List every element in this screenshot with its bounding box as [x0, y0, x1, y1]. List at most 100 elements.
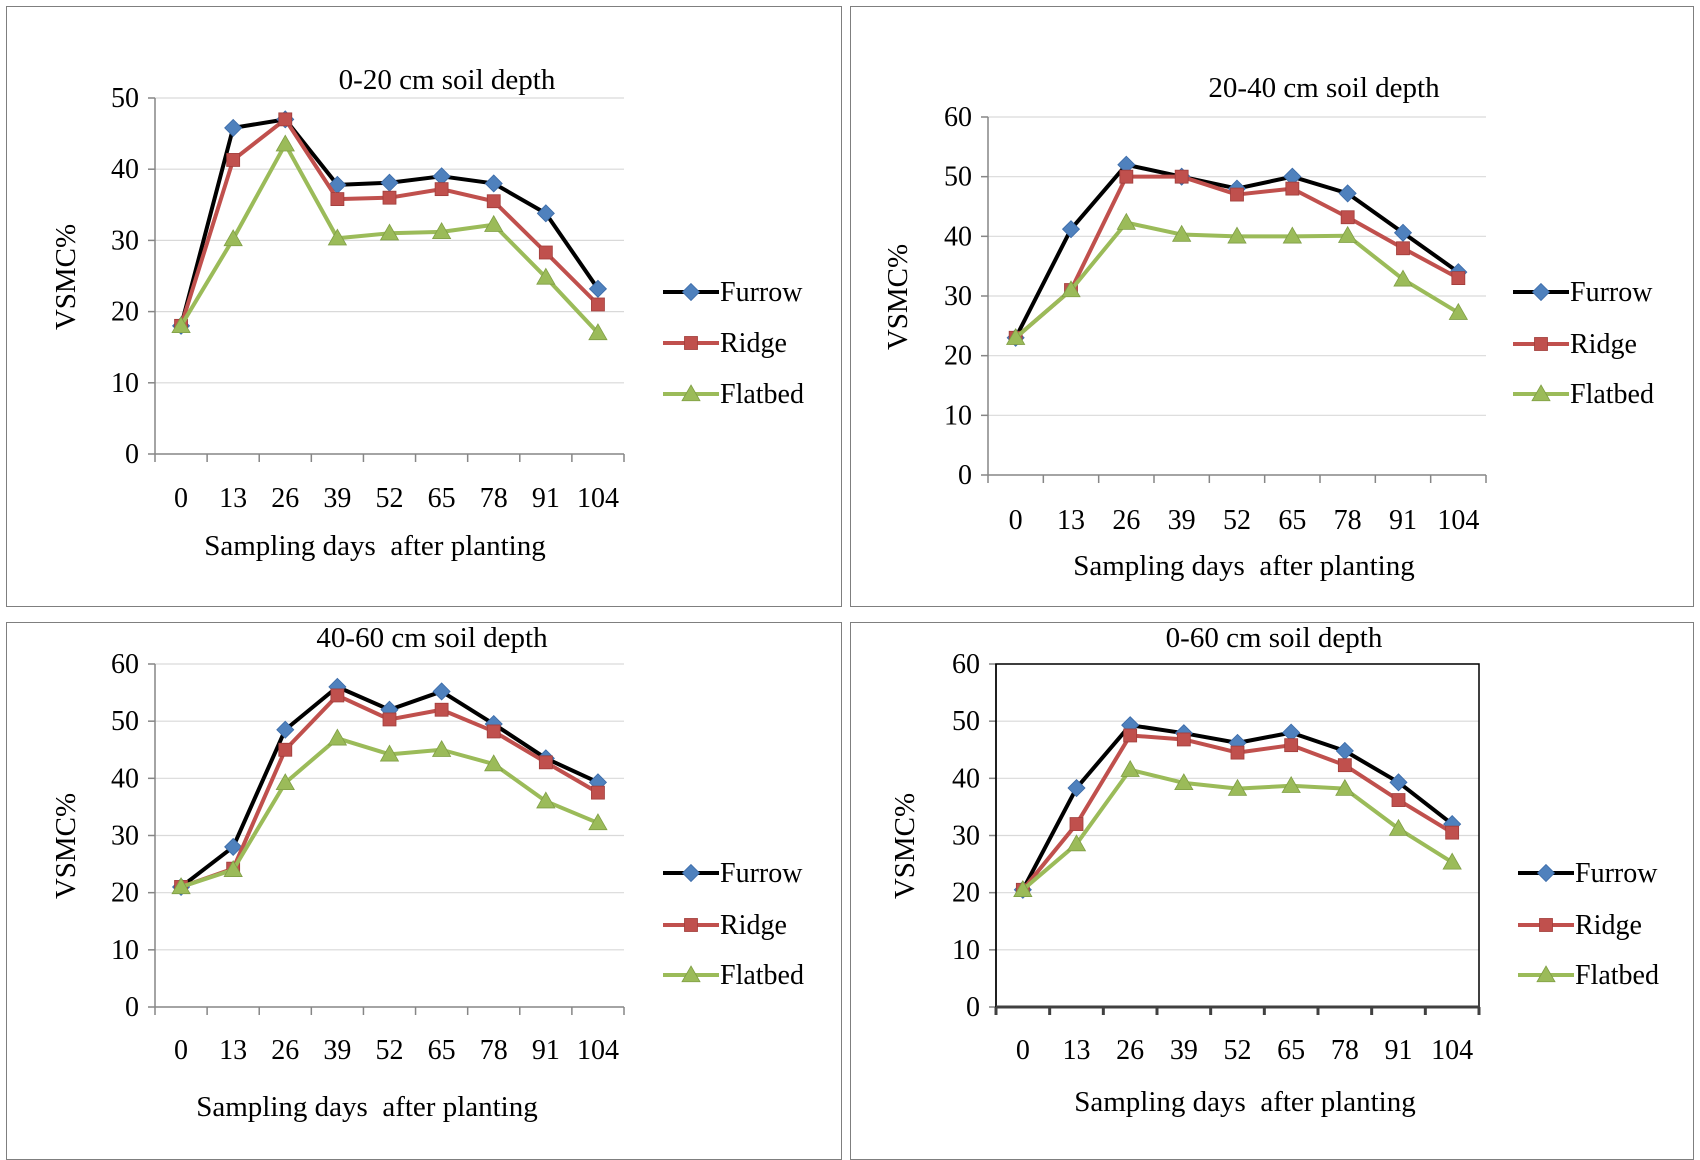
x-tick-label: 104 — [1431, 1035, 1473, 1066]
chart-title: 40-60 cm soil depth — [316, 623, 548, 654]
data-point-3 — [1174, 773, 1194, 791]
legend-item: Ridge — [1518, 910, 1642, 941]
data-point-1 — [224, 837, 243, 856]
data-point-5 — [434, 702, 449, 717]
chart-panel-0-20cm: 0-20 cm soil depth 0 10 20 30 40 50 0 13 26 39 52 65… — [6, 6, 842, 607]
data-point-1 — [1061, 280, 1081, 298]
data-point-1 — [1066, 834, 1087, 852]
legend-label: Furrow — [720, 277, 803, 308]
legend-label: Ridge — [1575, 910, 1642, 941]
x-tick-label: 52 — [376, 483, 404, 514]
legend-label: Ridge — [1570, 329, 1637, 360]
legend-item: Furrow — [663, 858, 803, 889]
data-point-4 — [1227, 226, 1247, 244]
data-point-4 — [1230, 187, 1244, 202]
legend-label: Furrow — [1575, 858, 1658, 889]
data-point-1 — [1061, 220, 1081, 239]
legend-label: Flatbed — [720, 960, 804, 991]
x-tick-label: 91 — [532, 483, 560, 514]
data-point-5 — [431, 739, 452, 757]
data-point-6 — [484, 754, 504, 772]
y-axis-label: VSMC% — [882, 244, 914, 350]
chart-title: 0-20 cm soil depth — [339, 64, 556, 96]
data-point-6 — [486, 724, 501, 739]
legend-item: Flatbed — [1518, 960, 1659, 991]
data-point-2 — [278, 112, 293, 127]
data-point-4 — [1227, 778, 1248, 796]
data-point-3 — [330, 688, 345, 703]
legend-item: Furrow — [663, 277, 803, 308]
series-flatbed — [1005, 212, 1469, 345]
data-point-1 — [1069, 817, 1084, 831]
series-ridge — [1015, 728, 1460, 897]
data-point-7 — [536, 204, 555, 223]
x-tick-label: 13 — [219, 483, 247, 514]
data-point-legend — [681, 863, 701, 883]
data-point-8 — [588, 323, 608, 341]
data-point-3 — [1176, 732, 1191, 747]
data-point-6 — [1337, 758, 1352, 773]
data-point-3 — [330, 192, 345, 207]
data-point-3 — [1174, 169, 1189, 184]
x-tick-label: 13 — [1057, 505, 1085, 536]
legend: Furrow Ridge Flatbed — [1513, 277, 1654, 410]
data-point-8 — [591, 297, 605, 312]
x-tick-label: 52 — [376, 1035, 404, 1066]
series-furrow — [1013, 716, 1462, 899]
data-point-5 — [1281, 775, 1301, 793]
data-point-4 — [379, 223, 400, 241]
data-point-7 — [536, 267, 556, 285]
x-tick-label: 65 — [428, 1035, 456, 1066]
data-point-6 — [484, 214, 504, 232]
legend-item: Ridge — [1513, 329, 1637, 360]
data-point-2 — [1119, 169, 1134, 184]
series-ridge — [1008, 169, 1466, 345]
data-point-legend — [1531, 384, 1551, 402]
legend-item: Flatbed — [1513, 379, 1654, 410]
y-tick-label: 30 — [111, 821, 139, 852]
data-point-1 — [223, 859, 243, 877]
chart-panel-40-60cm: 40-60 cm soil depth 0 10 20 30 40 50 60 0 13 26 39 5… — [6, 622, 842, 1160]
legend-item: Ridge — [663, 328, 787, 359]
x-tick-label: 0 — [174, 1035, 188, 1066]
data-point-7 — [536, 791, 556, 809]
x-tick-label: 13 — [219, 1035, 247, 1066]
x-tick-label: 26 — [1112, 505, 1140, 536]
series-flatbed — [1013, 759, 1462, 897]
y-tick-label: 40 — [111, 154, 139, 185]
y-axis-label: VSMC% — [889, 793, 921, 899]
x-tick-label: 39 — [323, 1035, 351, 1066]
data-point-2 — [1123, 728, 1138, 743]
x-tick-label: 0 — [1016, 1035, 1030, 1066]
y-tick-label: 20 — [944, 341, 972, 372]
chart-svg: 0-60 cm soil depth 0 10 20 30 40 50 60 0 13 26 39 52… — [889, 623, 1659, 1118]
data-point-legend — [1531, 282, 1551, 302]
data-point-7 — [1391, 793, 1406, 807]
x-tick-label: 39 — [323, 483, 351, 514]
data-point-1 — [226, 153, 241, 167]
data-point-4 — [379, 744, 400, 762]
chart-svg: 40-60 cm soil depth 0 10 20 30 40 50 60 0 13 26 39 5… — [50, 623, 804, 1123]
data-point-4 — [1230, 745, 1245, 760]
chart-svg: 20-40 cm soil depth 0 10 20 30 40 50 60 0 13 26 39 5… — [882, 72, 1654, 582]
series-flatbed — [171, 134, 608, 341]
data-point-7 — [1388, 818, 1409, 836]
x-axis-label: Sampling days after planting — [196, 1091, 538, 1123]
data-point-5 — [431, 222, 452, 240]
data-point-2 — [1120, 759, 1140, 777]
data-point-2 — [275, 773, 295, 791]
y-tick-label: 50 — [952, 706, 980, 737]
chart-title: 0-60 cm soil depth — [1166, 623, 1383, 654]
series-ridge — [174, 112, 605, 333]
legend-label: Flatbed — [720, 379, 804, 410]
y-tick-label: 30 — [944, 281, 972, 312]
data-point-legend — [684, 918, 698, 932]
data-point-0 — [1005, 327, 1026, 345]
data-point-legend — [681, 384, 701, 402]
x-tick-label: 104 — [1437, 505, 1479, 536]
series-flatbed — [171, 728, 608, 895]
x-axis-label: Sampling days after planting — [1073, 550, 1415, 582]
y-tick-label: 20 — [952, 878, 980, 909]
data-point-5 — [1282, 226, 1303, 244]
x-tick-label: 0 — [1009, 505, 1023, 536]
